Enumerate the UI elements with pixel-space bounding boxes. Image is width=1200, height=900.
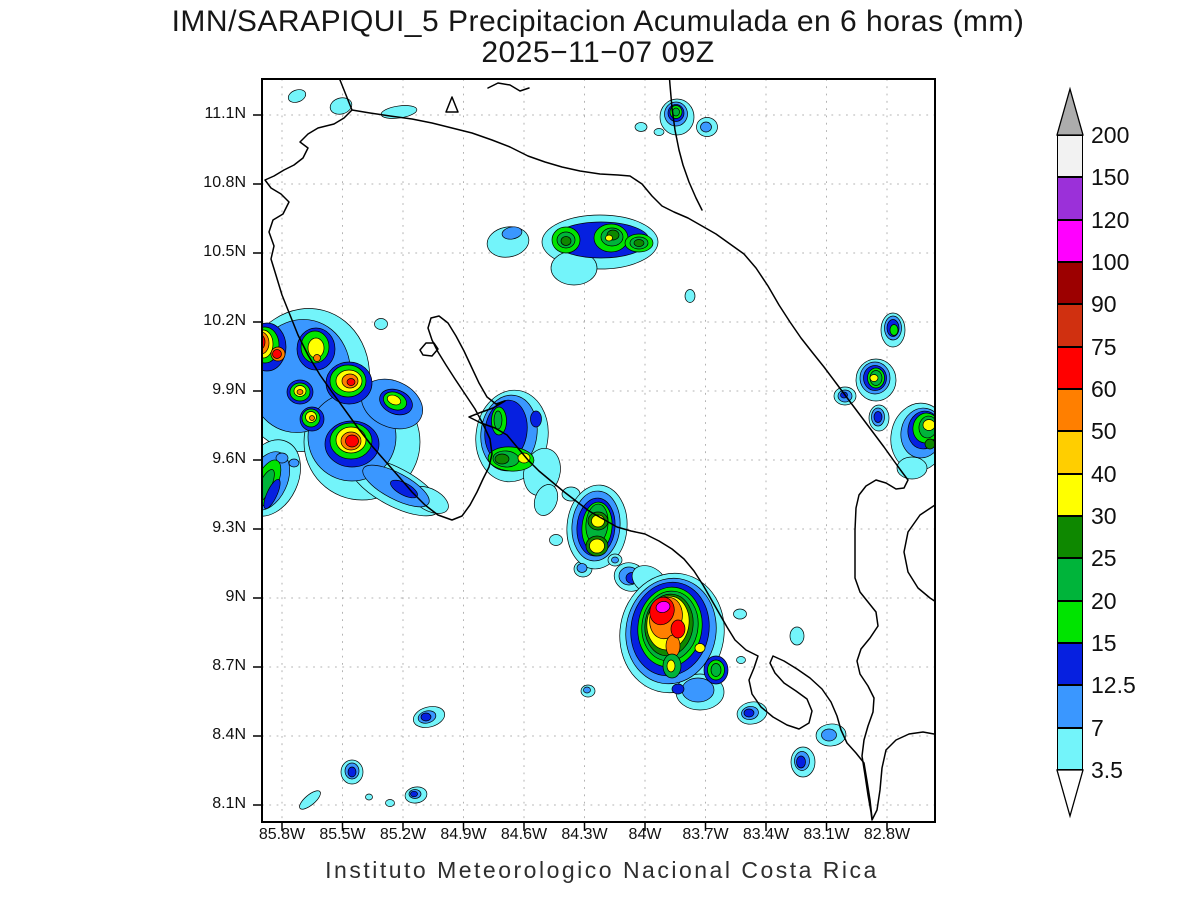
y-axis-tick-label: 10.2N [203,312,246,329]
x-axis-tick-label: 85.2W [379,826,427,843]
colorbar-level-label: 30 [1091,503,1117,529]
y-axis-tick-label: 11.1N [204,105,246,122]
colorbar-segment [1057,431,1083,474]
footer-credit: Instituto Meteorologico Nacional Costa R… [325,857,879,883]
colorbar-level-label: 25 [1091,545,1117,571]
y-axis-tick-label: 8.1N [212,795,246,812]
y-axis-tick-label: 9.3N [212,519,246,536]
precip-north-band [486,214,659,286]
colorbar-level-label: 7 [1091,715,1104,741]
colorbar-segment [1057,474,1083,516]
colorbar-segment [1057,728,1083,770]
colorbar-level-label: 60 [1091,376,1117,402]
y-axis-tick-label: 8.4N [212,726,246,743]
precip-south-coast-dots [299,626,847,810]
colorbar-level-label: 20 [1091,588,1117,614]
x-axis-tick-label: 84.3W [561,826,608,843]
chart-subtitle: 2025−11−07 09Z [481,36,715,69]
precip-border-cell [634,98,718,137]
colorbar-level-label: 120 [1091,207,1130,233]
colorbar-under-triangle [1056,769,1084,819]
colorbar-segment [1057,516,1083,558]
colorbar-segment [1057,601,1083,643]
precip-nw-dots [287,89,418,119]
colorbar-level-label: 3.5 [1091,757,1123,783]
y-axis-tick-label: 9.6N [212,450,246,467]
y-axis-tick-label: 10.5N [203,243,246,260]
colorbar-segment [1057,262,1083,304]
colorbar-segment [1057,135,1083,177]
y-axis-tick-label: 8.7N [212,657,246,674]
precip-caribbean-cells [833,312,935,480]
colorbar-level-label: 12.5 [1091,672,1136,698]
y-axis-tick-label: 9.9N [212,381,246,398]
colorbar-level-label: 100 [1091,249,1130,275]
x-axis-tick-label: 82.8W [863,826,911,843]
colorbar-segment [1057,304,1083,347]
chart-title: IMN/SARAPIQUI_5 Precipitacion Acumulada … [171,5,1025,38]
colorbar-level-label: 50 [1091,418,1117,444]
plot-frame [261,78,936,823]
x-axis-tick-label: 84W [628,826,662,843]
y-axis-tick-label: 10.8N [203,174,246,191]
x-axis-tick-label: 84.9W [440,826,487,843]
colorbar-segment [1057,685,1083,728]
colorbar-segment [1057,643,1083,685]
colorbar-segment [1057,177,1083,220]
x-axis-tick-label: 83.7W [682,826,729,843]
precip-misc-dots [374,289,696,698]
precip-field [262,89,935,810]
colorbar-level-label: 150 [1091,164,1130,190]
colorbar-segment [1057,347,1083,389]
precip-guanacaste-complex [262,308,449,517]
colorbar-over-triangle [1056,86,1084,136]
colorbar-segment [1057,558,1083,601]
colorbar-segment [1057,389,1083,431]
colorbar-level-label: 75 [1091,334,1117,360]
colorbar-level-label: 40 [1091,461,1117,487]
colorbar-segment [1057,220,1083,262]
axis-tick-marks [253,114,888,831]
x-axis-tick-label: 85.8W [258,826,306,843]
colorbar-level-label: 200 [1091,122,1130,148]
colorbar-level-label: 90 [1091,291,1117,317]
colorbar-triangles [1056,86,1084,819]
coastline-costa-rica [264,79,935,821]
y-axis-tick-label: 9N [225,588,246,605]
colorbar-level-label: 15 [1091,630,1117,656]
x-axis-tick-label: 85.5W [319,826,366,843]
x-axis-tick-label: 83.1W [803,826,850,843]
precip-gulf-nicoya-cell [475,389,561,516]
precip-south-pacific-system [619,565,747,711]
x-axis-tick-label: 83.4W [742,826,790,843]
x-axis-tick-label: 84.6W [500,826,548,843]
